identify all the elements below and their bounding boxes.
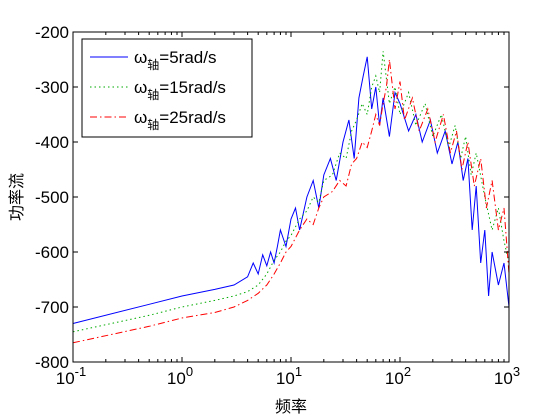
legend: ω轴=5rad/s ω轴=15rad/s ω轴=25rad/s — [81, 38, 253, 138]
legend-label-1: ω轴=5rad/s — [134, 48, 216, 72]
y-tick-label: -200 — [35, 23, 69, 42]
y-tick-label: -800 — [35, 353, 69, 372]
legend-label-2: ω轴=15rad/s — [134, 78, 226, 102]
y-tick-label: -700 — [35, 298, 69, 317]
series-layer — [72, 51, 510, 344]
x-axis-title: 频率 — [275, 397, 307, 416]
legend-label-3: ω轴=25rad/s — [134, 108, 226, 132]
y-tick-label: -500 — [35, 188, 69, 207]
series-line-3 — [72, 59, 510, 344]
legend-box — [81, 38, 253, 138]
y-tick-label: -400 — [35, 133, 69, 152]
y-axis-title: 功率流 — [7, 173, 26, 221]
x-tick-label: 102 — [385, 364, 411, 388]
y-tick-label: -600 — [35, 243, 69, 262]
series-line-1 — [72, 56, 510, 324]
x-tick-label: 103 — [494, 364, 520, 388]
x-tick-label: 100 — [167, 364, 193, 388]
x-tick-label: 101 — [276, 364, 302, 388]
series-line-2 — [72, 51, 510, 333]
y-tick-label: -300 — [35, 78, 69, 97]
ticks-layer: 10-1 100 101 102 103-800-700-600-500-400-300… — [35, 23, 520, 388]
